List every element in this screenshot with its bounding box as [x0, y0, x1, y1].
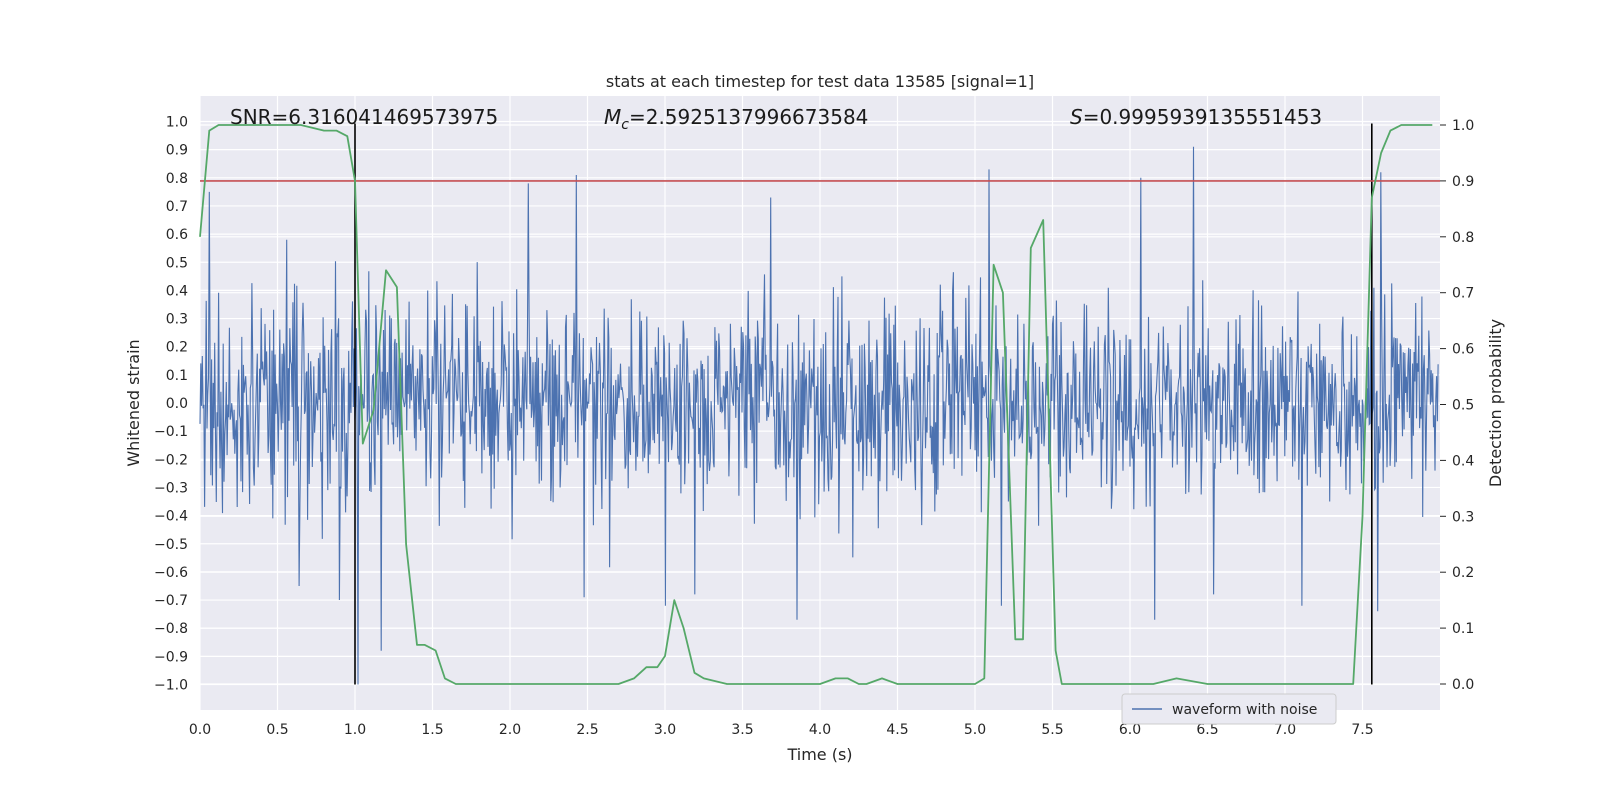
x-tick-label: 0.5 — [266, 722, 288, 738]
waveform-series — [199, 146, 1439, 685]
y-tick-label: 0.9 — [166, 143, 188, 159]
y-tick-label: −1.0 — [154, 678, 188, 694]
x-tick-label: 6.0 — [1119, 722, 1141, 738]
legend-label: waveform with noise — [1172, 702, 1317, 718]
x-tick-label: 3.5 — [731, 722, 753, 738]
x-tick-label: 7.0 — [1274, 722, 1296, 738]
y-tick-label: −0.3 — [154, 480, 188, 496]
y-tick-label: −0.6 — [154, 565, 188, 581]
y-tick-label: 0.7 — [166, 199, 188, 215]
x-tick-label: 6.5 — [1196, 722, 1218, 738]
y-tick-label: 0.3 — [166, 312, 188, 328]
legend-box — [1121, 693, 1337, 725]
probability-series — [199, 124, 1433, 685]
y2-tick-label: 0.1 — [1452, 621, 1474, 637]
x-tick-label: 1.0 — [344, 722, 366, 738]
x-tick-label: 1.5 — [421, 722, 443, 738]
y-tick-label: 0.2 — [166, 340, 188, 356]
s-symbol: S — [1070, 105, 1083, 129]
x-tick-label: 4.5 — [886, 722, 908, 738]
y2-tick-label: 0.4 — [1452, 453, 1474, 469]
y2-tick-labels: 1.0 0.9 0.8 0.7 0.6 0.5 0.4 0.3 0.2 0.1 0.0 — [1440, 118, 1474, 693]
probability-line — [199, 124, 1433, 685]
y-tick-label: 0.8 — [166, 171, 188, 187]
chirp-mass-annotation: Mc=2.5925137996673584 — [604, 105, 868, 133]
y2-axis-label: Detection probability — [1486, 319, 1505, 487]
chart-title: stats at each timestep for test data 135… — [606, 72, 1034, 91]
mc-symbol: M — [604, 105, 621, 129]
y-tick-label: −0.5 — [154, 537, 188, 553]
y2-tick-label: 0.2 — [1452, 565, 1474, 581]
y-tick-label: 0.6 — [166, 227, 188, 243]
waveform-line — [199, 146, 1439, 685]
y-tick-label: −0.1 — [154, 424, 188, 440]
y-tick-label: −0.8 — [154, 621, 188, 637]
x-tick-label: 7.5 — [1351, 722, 1373, 738]
mc-subscript: c — [621, 117, 629, 133]
y2-tick-label: 0.5 — [1452, 398, 1474, 414]
legend: waveform with noise — [1121, 693, 1337, 725]
x-tick-label: 0.0 — [189, 722, 211, 738]
y2-tick-label: 0.6 — [1452, 342, 1474, 358]
x-tick-label: 3.0 — [654, 722, 676, 738]
y-tick-label: 0.1 — [166, 368, 188, 384]
y2-tick-label: 0.7 — [1452, 286, 1474, 302]
y-tick-label: −0.4 — [154, 509, 188, 525]
x-tick-label: 4.0 — [809, 722, 831, 738]
y-tick-label: 0.4 — [166, 283, 188, 299]
y-tick-labels: 1.0 0.9 0.8 0.7 0.6 0.5 0.4 0.3 0.2 0.1 0.0 −0.1 −0.… — [154, 115, 188, 694]
y-tick-label: −0.7 — [154, 593, 188, 609]
y2-tick-label: 0.8 — [1452, 230, 1474, 246]
y-tick-label: 0.0 — [166, 396, 188, 412]
mc-value: =2.5925137996673584 — [629, 105, 868, 129]
s-value: =0.9995939135551453 — [1083, 105, 1322, 129]
y-tick-label: −0.2 — [154, 452, 188, 468]
x-tick-label: 5.0 — [964, 722, 986, 738]
score-annotation: S=0.9995939135551453 — [1070, 105, 1322, 129]
y-tick-label: 1.0 — [166, 115, 188, 131]
y2-tick-label: 0.3 — [1452, 509, 1474, 525]
x-tick-labels: 0.0 0.5 1.0 1.5 2.0 2.5 3.0 3.5 4.0 4.5 5.0 5.5 6.0 6… — [189, 722, 1374, 738]
y-tick-label: −0.9 — [154, 649, 188, 665]
y2-tick-label: 1.0 — [1452, 118, 1474, 134]
x-tick-label: 5.5 — [1041, 722, 1063, 738]
snr-annotation: SNR=6.316041469573975 — [230, 105, 498, 129]
y2-tick-label: 0.0 — [1452, 677, 1474, 693]
x-axis-label: Time (s) — [786, 745, 852, 764]
y2-tick-label: 0.9 — [1452, 174, 1474, 190]
x-tick-label: 2.0 — [499, 722, 521, 738]
y-axis-label: Whitened strain — [124, 339, 143, 466]
x-tick-label: 2.5 — [576, 722, 598, 738]
y-tick-label: 0.5 — [166, 255, 188, 271]
